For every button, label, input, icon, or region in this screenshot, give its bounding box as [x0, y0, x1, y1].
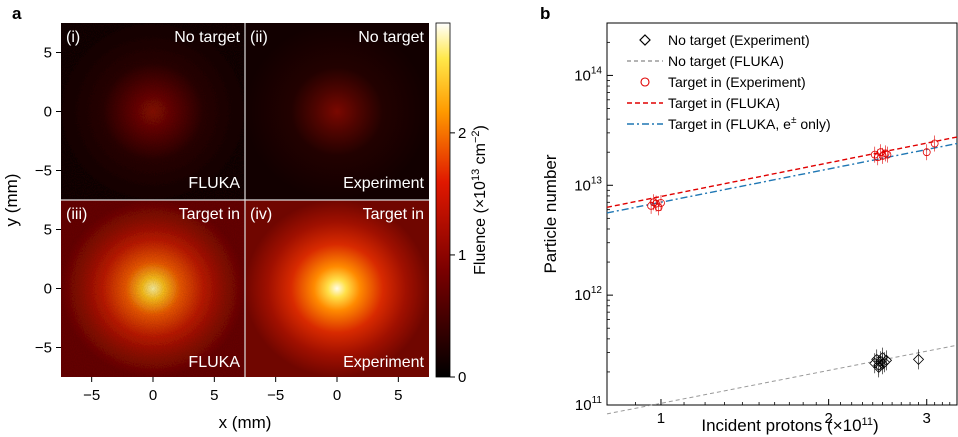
subpanel-ii-source: Experiment — [343, 175, 424, 192]
panel-a-xlabel: x (mm) — [219, 413, 272, 432]
x-tick-label: 2 — [824, 410, 832, 427]
diamond-point — [912, 353, 925, 365]
x-tick-label: 3 — [923, 410, 931, 427]
colorbar — [435, 22, 451, 378]
colorbar-ticks: 0 1 2 — [450, 125, 466, 386]
panel-b-plot-area — [606, 135, 958, 415]
subpanel-i-title: No target — [174, 29, 240, 46]
y-tick-label: 1012 — [574, 285, 602, 304]
y-tick-label: 5 — [44, 45, 52, 62]
circle-point — [876, 148, 885, 157]
colorbar-tick-label: 1 — [458, 247, 466, 264]
diamond-point — [873, 361, 885, 373]
x-tick-label: −5 — [83, 387, 100, 404]
y-tick-label: −5 — [35, 340, 52, 357]
colorbar-label: Fluence (×1013 cm−2) — [470, 125, 489, 275]
y-tick-label: 0 — [44, 281, 52, 298]
y-tick-label: 1011 — [575, 395, 603, 414]
svg-text:Target in (Experiment): Target in (Experiment) — [668, 74, 806, 90]
panel-b-axes: 1 2 3 1011 1012 1013 1014 — [574, 22, 951, 427]
heatmap-grid — [61, 23, 429, 377]
subpanel-ii-title: No target — [358, 29, 424, 46]
y-tick-label: 5 — [44, 222, 52, 239]
panel-a-label: a — [12, 4, 22, 23]
heatmap-iv — [245, 200, 429, 377]
circle-point — [881, 149, 890, 158]
y-tick-label: 1013 — [574, 175, 602, 194]
diamond-point — [875, 355, 887, 367]
heatmap-ii — [245, 23, 429, 200]
subpanel-iii-source: FLUKA — [188, 354, 240, 371]
subpanel-iv-tag: (iv) — [250, 206, 272, 223]
x-tick-label: −5 — [267, 387, 284, 404]
x-tick-label: 5 — [394, 387, 402, 404]
panel-a-ylabel: y (mm) — [2, 174, 21, 227]
diamond-point — [877, 358, 889, 370]
circle-point — [922, 148, 931, 157]
diamond-marker-icon — [639, 34, 651, 46]
legend-entry-no-target-experiment: No target (Experiment) — [639, 32, 810, 48]
circle-point — [657, 199, 665, 207]
legend-entry-no-target-fluka: No target (FLUKA) — [627, 53, 784, 69]
legend: No target (Experiment) No target (FLUKA)… — [627, 32, 831, 132]
circle-marker-icon — [640, 77, 650, 87]
x-tick-label: 0 — [149, 387, 157, 404]
subpanel-iv-source: Experiment — [343, 354, 424, 371]
subpanel-iii-title: Target in — [179, 206, 240, 223]
subpanel-i-tag: (i) — [66, 29, 80, 46]
y-tick-label: 0 — [44, 104, 52, 121]
svg-text:Target in (FLUKA, e± only): Target in (FLUKA, e± only) — [668, 115, 831, 132]
panel-b-xlabel: Incident protons (×1011) — [701, 416, 878, 435]
x-tick-label: 1 — [657, 410, 665, 427]
colorbar-tick-label: 2 — [458, 125, 466, 142]
svg-text:Target in (FLUKA): Target in (FLUKA) — [668, 95, 780, 111]
subpanel-iii-tag: (iii) — [66, 206, 87, 223]
circle-point — [930, 139, 939, 148]
svg-text:No target (Experiment): No target (Experiment) — [668, 32, 810, 48]
fit-line — [606, 136, 958, 209]
colorbar-tick-label: 0 — [458, 369, 466, 386]
subpanel-iv-title: Target in — [363, 206, 424, 223]
legend-entry-target-in-experiment: Target in (Experiment) — [640, 74, 806, 90]
panel-b-label: b — [540, 4, 550, 23]
subpanel-i-source: FLUKA — [188, 175, 240, 192]
circle-point — [883, 150, 892, 159]
fit-line — [606, 344, 958, 415]
subpanel-ii-tag: (ii) — [250, 29, 268, 46]
panel-a-axes: −5 0 5 −5 0 5 −5 0 5 −5 0 5 — [35, 45, 403, 405]
panel-b-plot-frame — [606, 22, 958, 406]
panel-b-ylabel: Particle number — [541, 154, 560, 273]
x-tick-label: 0 — [333, 387, 341, 404]
circle-point — [878, 152, 887, 160]
svg-text:No target (FLUKA): No target (FLUKA) — [668, 53, 784, 69]
circle-point — [654, 203, 663, 212]
circle-point — [649, 198, 658, 207]
y-tick-label: 1014 — [574, 65, 602, 84]
legend-entry-target-in-fluka: Target in (FLUKA) — [627, 95, 780, 111]
y-tick-label: −5 — [35, 163, 52, 180]
heatmap-i — [61, 23, 245, 200]
x-tick-label: 5 — [210, 387, 218, 404]
legend-entry-target-in-fluka-e-only: Target in (FLUKA, e± only) — [627, 115, 831, 132]
heatmap-iii — [61, 200, 245, 377]
